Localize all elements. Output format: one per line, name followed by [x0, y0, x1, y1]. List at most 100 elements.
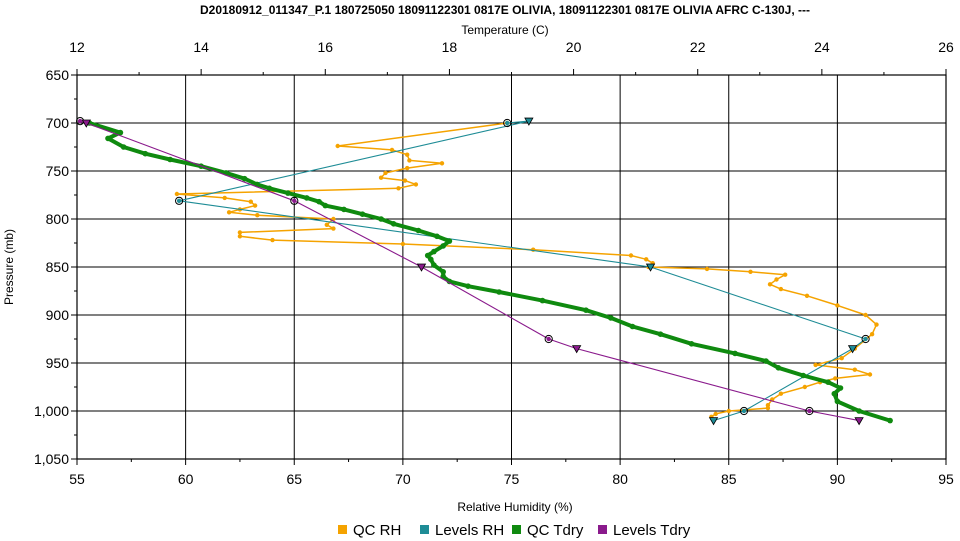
data-point — [867, 372, 873, 377]
data-point — [237, 234, 243, 239]
legend-label-qc_rh: QC RH — [353, 522, 401, 539]
level-marker-circle — [861, 334, 870, 344]
series-levels_rh — [175, 117, 870, 426]
data-point — [142, 150, 149, 157]
x-bottom-tick-label: 60 — [178, 471, 194, 487]
legend-swatch-qc_tdry — [512, 525, 521, 534]
legend-label-qc_tdry: QC Tdry — [527, 522, 584, 539]
data-point — [887, 417, 893, 424]
y-axis-label: Pressure (mb) — [2, 229, 16, 305]
level-marker — [807, 408, 812, 414]
data-point — [424, 252, 431, 259]
data-point — [120, 144, 127, 150]
top-axis-label: Temperature (C) — [461, 23, 548, 37]
level-marker-triangle — [645, 263, 656, 272]
level-marker — [546, 336, 551, 342]
y-tick-label: 900 — [46, 307, 70, 323]
level-marker-circle — [739, 406, 749, 416]
x-bottom-tick-label: 75 — [504, 471, 520, 487]
data-point — [405, 165, 410, 171]
data-point — [869, 332, 875, 337]
legend-label-levels_tdry: Levels Tdry — [613, 522, 691, 539]
y-tick-label: 950 — [46, 355, 70, 371]
level-marker-triangle — [416, 263, 427, 272]
data-point — [704, 266, 710, 272]
data-point — [778, 286, 784, 292]
legend-label-levels_rh: Levels RH — [435, 522, 504, 539]
data-point — [804, 293, 810, 298]
x-top-tick-label: 12 — [69, 39, 85, 55]
data-point — [726, 408, 731, 414]
data-point — [774, 277, 779, 282]
level-marker — [77, 118, 83, 124]
data-point — [383, 170, 388, 176]
chart-title: D20180912_011347_P.1 180725050 180911223… — [200, 3, 810, 17]
data-point — [856, 408, 862, 414]
legend-swatch-levels_tdry — [598, 525, 607, 534]
y-tick-label: 650 — [46, 67, 70, 83]
data-point — [833, 376, 838, 381]
data-point — [874, 322, 879, 327]
data-point — [402, 178, 408, 183]
data-point — [396, 186, 401, 191]
data-point — [465, 283, 471, 290]
data-point — [608, 315, 614, 321]
data-point — [644, 257, 649, 262]
data-point — [825, 379, 831, 386]
data-point — [359, 211, 366, 217]
bottom-axis-label: Relative Humidity (%) — [457, 500, 572, 514]
data-point — [167, 156, 173, 163]
x-bottom-tick-label: 90 — [830, 471, 846, 487]
y-tick-label: 750 — [46, 163, 70, 179]
data-point — [628, 253, 634, 258]
data-point — [266, 185, 273, 192]
data-point — [390, 221, 397, 227]
data-point — [248, 199, 253, 204]
data-point — [270, 237, 275, 243]
data-point — [657, 331, 664, 338]
data-point — [767, 282, 773, 287]
level-marker — [505, 120, 510, 126]
data-point — [324, 222, 329, 227]
data-point — [285, 190, 291, 196]
data-point — [813, 362, 818, 368]
x-top-tick-label: 22 — [690, 39, 706, 55]
data-point — [763, 358, 769, 364]
x-top-tick-label: 24 — [814, 39, 830, 55]
data-point — [405, 152, 410, 157]
y-tick-label: 1,050 — [34, 451, 69, 467]
data-point — [389, 147, 395, 153]
data-point — [226, 210, 232, 215]
data-point — [400, 241, 406, 247]
x-bottom-tick-label: 65 — [286, 471, 302, 487]
data-point — [434, 233, 440, 240]
data-point — [688, 341, 695, 347]
data-point — [322, 202, 329, 209]
level-marker-circle — [290, 196, 299, 205]
data-point — [440, 269, 447, 275]
data-point — [378, 216, 384, 222]
level-marker-triangle — [854, 417, 864, 426]
data-point — [431, 248, 437, 255]
data-point — [331, 226, 336, 231]
data-point — [407, 158, 412, 163]
level-marker-triangle — [571, 345, 582, 354]
x-top-tick-label: 16 — [317, 39, 333, 55]
data-point — [863, 312, 868, 318]
level-marker-triangle — [708, 417, 719, 426]
data-point — [440, 243, 447, 249]
data-point — [252, 203, 258, 208]
data-point — [783, 272, 788, 277]
data-point — [255, 213, 260, 218]
level-marker — [292, 198, 297, 203]
data-point — [800, 372, 806, 379]
data-point — [335, 143, 340, 149]
x-top-tick-label: 18 — [442, 39, 458, 55]
data-point — [732, 350, 738, 357]
data-point — [222, 195, 227, 201]
data-point — [241, 175, 248, 182]
data-point — [378, 175, 384, 180]
x-top-tick-label: 20 — [566, 39, 582, 55]
data-point — [496, 289, 502, 295]
